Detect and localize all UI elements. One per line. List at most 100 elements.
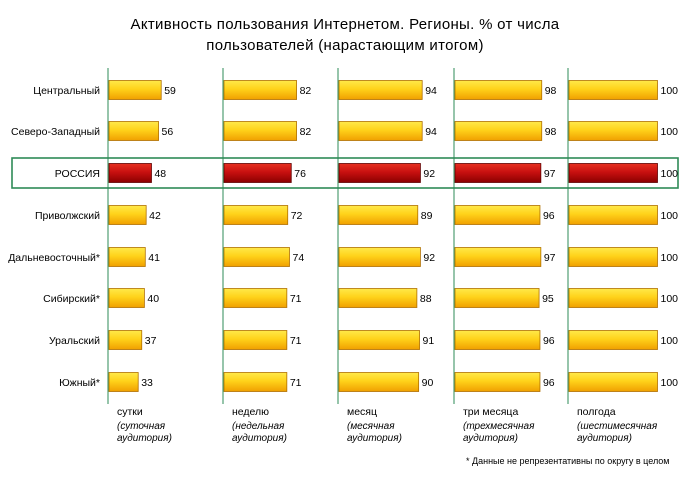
- bar: [108, 330, 143, 350]
- data-label: 96: [543, 210, 555, 222]
- series-label: месяц: [347, 406, 377, 418]
- bar: [338, 288, 418, 308]
- bar: [108, 247, 146, 267]
- series-sublabel: аудитория): [117, 433, 172, 444]
- data-label: 41: [148, 252, 160, 264]
- series-sublabel: (шестимесячная: [577, 421, 658, 432]
- chart-title-line-2: пользователей (нарастающим итогом): [206, 37, 484, 54]
- chart-title: Активность пользования Интернетом. Регио…: [0, 14, 680, 56]
- category-label: РОССИЯ: [55, 168, 100, 180]
- series-sublabel: (недельная: [232, 421, 285, 432]
- bar: [108, 372, 139, 392]
- category-label: Северо-Западный: [11, 126, 100, 138]
- data-label: 96: [543, 335, 555, 347]
- series-sublabel: аудитория): [463, 433, 518, 444]
- bar: [454, 330, 541, 350]
- data-label: 100: [661, 252, 679, 264]
- bar: [338, 330, 420, 350]
- data-label: 100: [661, 377, 679, 389]
- series-label: полгода: [577, 406, 616, 418]
- data-label: 40: [147, 293, 159, 305]
- data-label: 37: [145, 335, 157, 347]
- bar: [568, 372, 658, 392]
- bar: [223, 163, 292, 183]
- series-sublabel: (суточная: [117, 421, 166, 432]
- category-label: Уральский: [49, 335, 100, 347]
- category-label: Центральный: [33, 85, 100, 97]
- bar: [223, 247, 290, 267]
- data-label: 98: [545, 126, 557, 138]
- data-label: 82: [300, 126, 312, 138]
- bar: [568, 205, 658, 225]
- data-label: 72: [291, 210, 303, 222]
- bar: [454, 372, 541, 392]
- data-label: 97: [544, 168, 556, 180]
- bar: [108, 205, 147, 225]
- category-label: Южный*: [59, 377, 100, 389]
- data-label: 91: [423, 335, 435, 347]
- bar: [338, 205, 419, 225]
- data-label: 97: [544, 252, 556, 264]
- bar: [568, 330, 658, 350]
- data-label: 94: [425, 85, 437, 97]
- bar: [223, 205, 289, 225]
- chart-title-line-1: Активность пользования Интернетом. Регио…: [130, 16, 560, 33]
- data-label: 90: [422, 377, 434, 389]
- series-sublabel: аудитория): [577, 433, 632, 444]
- data-label: 95: [542, 293, 554, 305]
- data-label: 42: [149, 210, 161, 222]
- bar: [223, 80, 297, 100]
- data-label: 100: [661, 168, 679, 180]
- bar: [338, 163, 421, 183]
- data-label: 33: [141, 377, 153, 389]
- data-label: 100: [661, 126, 679, 138]
- data-label: 92: [423, 252, 435, 264]
- category-label: Сибирский*: [43, 293, 100, 305]
- bar: [223, 288, 288, 308]
- bar: [338, 372, 420, 392]
- bar: [108, 163, 152, 183]
- series-sublabel: аудитория): [347, 433, 402, 444]
- data-label: 88: [420, 293, 432, 305]
- bar: [338, 80, 423, 100]
- series-sublabel: аудитория): [232, 433, 287, 444]
- bar: [108, 80, 162, 100]
- series-label: неделю: [232, 406, 269, 418]
- data-label: 82: [300, 85, 312, 97]
- bar: [568, 80, 658, 100]
- data-label: 98: [545, 85, 557, 97]
- bar: [454, 163, 542, 183]
- bar: [223, 121, 297, 141]
- bar: [338, 247, 421, 267]
- bar: [454, 288, 540, 308]
- bar: [568, 121, 658, 141]
- highlight-row-frame: [11, 157, 679, 189]
- series-sublabel: (месячная: [347, 421, 395, 432]
- footnote: * Данные не репрезентативны по округу в …: [466, 456, 670, 466]
- bar: [454, 121, 543, 141]
- bar: [108, 121, 159, 141]
- data-label: 89: [421, 210, 433, 222]
- series-label: три месяца: [463, 406, 518, 418]
- bar: [223, 330, 288, 350]
- bar: [454, 80, 543, 100]
- category-label: Дальневосточный*: [8, 252, 100, 264]
- bar: [568, 288, 658, 308]
- data-label: 100: [661, 85, 679, 97]
- data-label: 92: [423, 168, 435, 180]
- data-label: 94: [425, 126, 437, 138]
- series-label: сутки: [117, 406, 143, 418]
- category-label: Приволжский: [35, 210, 100, 222]
- bar: [454, 205, 541, 225]
- bar: [223, 372, 288, 392]
- data-label: 100: [661, 293, 679, 305]
- data-label: 71: [290, 335, 302, 347]
- data-label: 74: [292, 252, 304, 264]
- data-label: 71: [290, 293, 302, 305]
- data-label: 56: [162, 126, 174, 138]
- bar: [454, 247, 542, 267]
- bar: [568, 247, 658, 267]
- data-label: 71: [290, 377, 302, 389]
- data-label: 48: [154, 168, 166, 180]
